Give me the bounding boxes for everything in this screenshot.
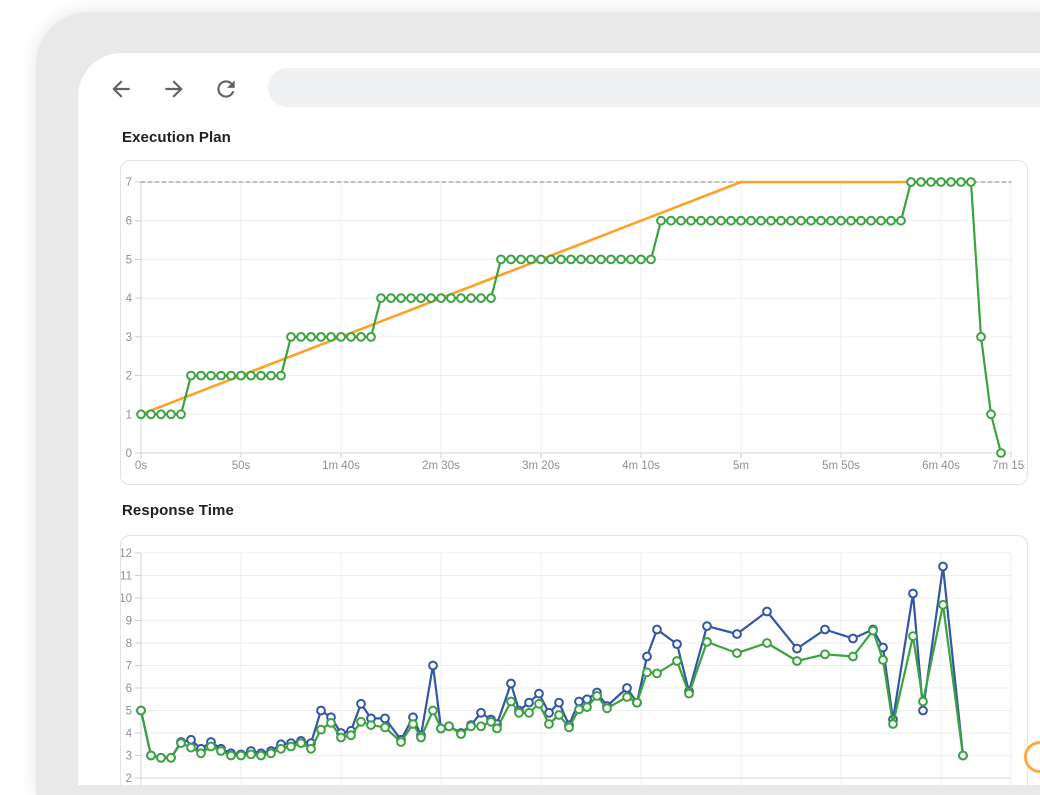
svg-text:0s: 0s [135, 460, 147, 472]
forward-button[interactable] [160, 75, 188, 103]
svg-text:8: 8 [126, 638, 132, 650]
svg-text:5: 5 [126, 706, 132, 718]
reload-icon [212, 76, 240, 102]
response-time-title: Response Time [122, 502, 234, 519]
svg-text:5: 5 [126, 254, 132, 266]
svg-text:2: 2 [126, 773, 132, 785]
svg-text:6m 40s: 6m 40s [922, 460, 960, 472]
svg-text:3: 3 [126, 332, 132, 344]
svg-text:10: 10 [121, 593, 132, 605]
svg-text:4: 4 [126, 293, 133, 305]
svg-text:7: 7 [126, 177, 132, 189]
svg-text:7: 7 [126, 661, 132, 673]
svg-text:1: 1 [126, 409, 132, 421]
svg-text:9: 9 [126, 616, 132, 628]
execution-plan-chart: 0 1 2 3 4 5 6 7 0s 50s 1m 40s 2m 30s 3m 20s 4m 10s 5m 5… [126, 177, 1025, 472]
svg-text:11: 11 [121, 571, 132, 583]
svg-text:1m 40s: 1m 40s [322, 460, 360, 472]
execution-plan-title: Execution Plan [122, 129, 231, 146]
browser-toolbar [78, 53, 1040, 123]
svg-text:50s: 50s [232, 460, 251, 472]
back-arrow-icon [107, 76, 135, 102]
svg-text:6: 6 [126, 216, 132, 228]
response-time-chart: 2 3 4 5 6 7 8 9 10 11 12 [121, 548, 1012, 785]
response-time-card: 2 3 4 5 6 7 8 9 10 11 12 [120, 535, 1028, 785]
svg-text:7m 15s: 7m 15s [992, 460, 1025, 472]
reload-button[interactable] [212, 75, 240, 103]
browser-window: Execution Plan 0 1 2 3 4 5 6 7 0s 50s 1m 40s 2m 30s… [78, 53, 1040, 785]
svg-text:5m: 5m [733, 460, 749, 472]
svg-text:6: 6 [126, 683, 132, 695]
address-bar[interactable] [268, 68, 1040, 107]
execution-plan-card: 0 1 2 3 4 5 6 7 0s 50s 1m 40s 2m 30s 3m 20s 4m 10s 5m 5… [120, 160, 1028, 485]
svg-text:4: 4 [126, 728, 133, 740]
svg-text:3m 20s: 3m 20s [522, 460, 560, 472]
svg-text:12: 12 [121, 548, 132, 560]
svg-text:2m 30s: 2m 30s [422, 460, 460, 472]
svg-text:2: 2 [126, 371, 132, 383]
back-button[interactable] [107, 75, 135, 103]
forward-arrow-icon [160, 76, 188, 102]
svg-text:3: 3 [126, 751, 132, 763]
svg-text:5m 50s: 5m 50s [822, 460, 860, 472]
svg-text:4m 10s: 4m 10s [622, 460, 660, 472]
svg-text:0: 0 [126, 448, 132, 460]
